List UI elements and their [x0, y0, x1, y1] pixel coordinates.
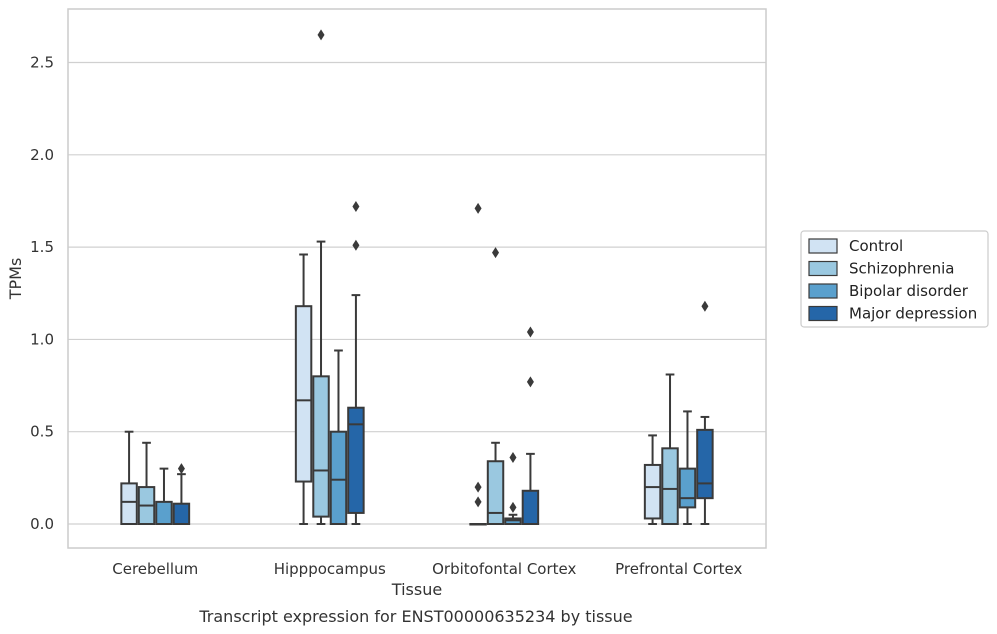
y-tick-label: 0.0 [30, 515, 54, 533]
outlier-point [352, 239, 360, 251]
box-schizophrenia [486, 247, 505, 526]
box-major-depression [347, 201, 365, 526]
outlier-point [492, 247, 500, 259]
legend-swatch [808, 260, 838, 277]
box-schizophrenia [312, 29, 330, 526]
outlier-point [474, 481, 482, 493]
legend-swatch [808, 238, 838, 254]
box-bipolar-disorder [329, 349, 348, 526]
box-iqr [661, 447, 679, 526]
box-bipolar-disorder [678, 410, 697, 526]
legend-swatch [808, 305, 838, 322]
box-bipolar-disorder [504, 452, 522, 526]
box-iqr [120, 482, 138, 526]
outlier-point [317, 29, 325, 41]
outlier-point [526, 376, 534, 388]
legend-swatch [808, 283, 838, 299]
legend-label: Bipolar disorder [849, 282, 969, 300]
box-groups [120, 29, 714, 526]
box-iqr [329, 430, 348, 526]
outlier-point [526, 326, 534, 338]
y-tick-label: 1.5 [30, 238, 54, 256]
outlier-point [509, 501, 517, 513]
y-tick-label: 2.5 [30, 54, 54, 72]
outlier-point [474, 202, 482, 214]
x-tick-label: Cerebellum [112, 560, 198, 578]
box-schizophrenia [661, 373, 679, 526]
box-iqr [486, 460, 505, 526]
box-iqr [294, 305, 313, 483]
legend-label: Major depression [849, 305, 977, 323]
box-bipolar-disorder [155, 467, 173, 526]
box-control [294, 253, 313, 526]
box-iqr [643, 463, 662, 520]
box-iqr [347, 406, 365, 514]
box-iqr [696, 428, 714, 500]
y-tick-label: 0.5 [30, 423, 54, 441]
legend-label: Schizophrenia [849, 260, 954, 278]
outlier-point [701, 300, 709, 312]
outlier-point [177, 463, 185, 475]
box-iqr [155, 500, 173, 526]
plot-frame [67, 8, 767, 549]
outlier-point [509, 452, 517, 464]
x-tick-label: Hipppocampus [274, 560, 386, 578]
x-tick-label: Prefrontal Cortex [615, 560, 742, 578]
box-iqr [312, 375, 330, 518]
outlier-point [474, 496, 482, 508]
legend: Control Schizophrenia Bipolar disorder Majo… [800, 230, 989, 328]
x-axis-label: Tissue [391, 580, 442, 599]
box-control [469, 202, 487, 526]
box-major-depression [696, 300, 714, 526]
y-tick-label: 1.0 [30, 330, 54, 348]
legend-label: Control [849, 237, 903, 255]
box-major-depression [172, 463, 191, 526]
y-axis-label: TPMs [6, 258, 25, 301]
y-tick-label: 2.0 [30, 146, 54, 164]
box-control [120, 430, 138, 526]
chart-caption: Transcript expression for ENST0000063523… [198, 607, 632, 626]
box-iqr [172, 502, 191, 526]
x-tick-label: Orbitofontal Cortex [432, 560, 576, 578]
box-major-depression [521, 326, 540, 526]
x-tick-labels: Cerebellum Hipppocampus Orbitofontal Corte… [112, 560, 742, 578]
box-iqr [678, 467, 697, 509]
legend-frame [800, 230, 989, 328]
box-iqr [521, 489, 540, 526]
box-control [643, 434, 662, 526]
y-tick-labels: 0.0 0.5 1.0 1.5 2.0 2.5 [30, 54, 54, 533]
box-schizophrenia [137, 441, 156, 526]
outlier-point [352, 201, 360, 213]
